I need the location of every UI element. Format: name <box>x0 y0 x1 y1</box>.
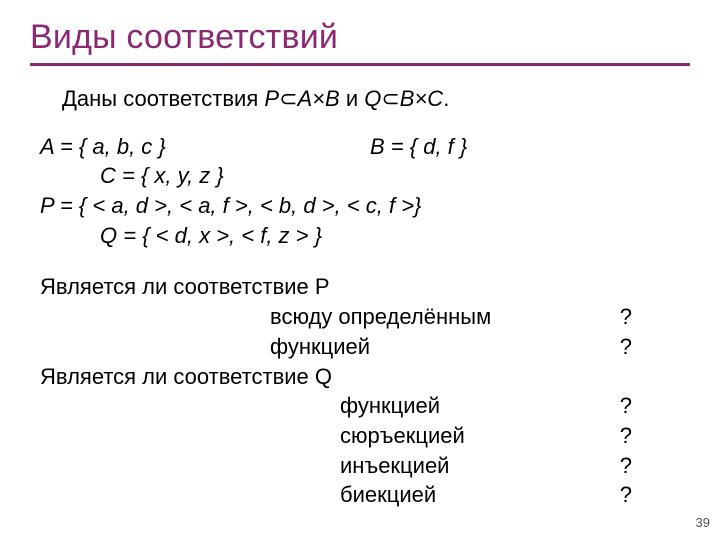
question-p-1: всюду определённым ? <box>40 302 690 332</box>
intro-line: Даны соответствия P⊂A×B и Q⊂B×C. <box>62 84 690 114</box>
question-q-head: Является ли соответствие Q <box>40 362 690 392</box>
set-q: Q = { < d, x >, < f, z > } <box>40 221 690 251</box>
q-label: Q <box>100 223 117 248</box>
slide-title: Виды соответствий <box>30 18 690 57</box>
page-number: 39 <box>696 515 710 530</box>
b-label: B <box>370 134 385 159</box>
intro-ab: A×B <box>298 86 340 111</box>
question-p-head: Является ли соответствие P <box>40 272 690 302</box>
question-q-3: инъекцией ? <box>40 451 690 481</box>
question-q-4: биекцией ? <box>40 480 690 510</box>
title-underline <box>30 63 690 66</box>
question-p-2: функцией ? <box>40 332 690 362</box>
set-b: B = { d, f } <box>370 132 467 162</box>
p-value: = { < a, d >, < a, f >, < b, d >, < c, f… <box>54 193 422 218</box>
q-q-2-text: сюръекцией <box>40 421 465 451</box>
q-value: = { < d, x >, < f, z > } <box>117 223 322 248</box>
slide-content: Даны соответствия P⊂A×B и Q⊂B×C. A = { a… <box>30 84 690 510</box>
question-q-2: сюръекцией ? <box>40 421 690 451</box>
q-p-1-text: всюду определённым <box>40 302 491 332</box>
a-label: A <box>40 134 54 159</box>
q-q-3-mark: ? <box>620 451 632 481</box>
q-p-2-text: функцией <box>40 332 370 362</box>
intro-prefix: Даны соответствия <box>62 86 264 111</box>
intro-rel1: ⊂ <box>279 86 297 111</box>
intro-bc: B×C <box>400 86 443 111</box>
set-a: A = { a, b, c } <box>40 132 370 162</box>
question-q-1: функцией ? <box>40 391 690 421</box>
sets-block: A = { a, b, c } B = { d, f } C = { x, y,… <box>40 132 690 251</box>
c-label: C <box>100 163 116 188</box>
c-value: = { x, y, z } <box>116 163 224 188</box>
q-q-4-text: биекцией <box>40 480 436 510</box>
q-q-3-text: инъекцией <box>40 451 449 481</box>
set-c: C = { x, y, z } <box>40 161 690 191</box>
intro-p: P <box>264 86 279 111</box>
questions-block: Является ли соответствие P всюду определ… <box>40 272 690 510</box>
set-p: P = { < a, d >, < a, f >, < b, d >, < c,… <box>40 191 690 221</box>
b-value: = { d, f } <box>385 134 468 159</box>
q-p-2-mark: ? <box>620 332 632 362</box>
p-label: P <box>40 193 54 218</box>
row-ab: A = { a, b, c } B = { d, f } <box>40 132 690 162</box>
intro-q: Q <box>364 86 381 111</box>
intro-and: и <box>340 86 365 111</box>
intro-rel2: ⊂ <box>381 86 399 111</box>
intro-end: . <box>443 86 449 111</box>
q-p-1-mark: ? <box>620 302 632 332</box>
q-q-2-mark: ? <box>620 421 632 451</box>
q-q-1-mark: ? <box>620 391 632 421</box>
q-q-4-mark: ? <box>620 480 632 510</box>
a-value: = { a, b, c } <box>54 134 166 159</box>
q-q-1-text: функцией <box>40 391 440 421</box>
